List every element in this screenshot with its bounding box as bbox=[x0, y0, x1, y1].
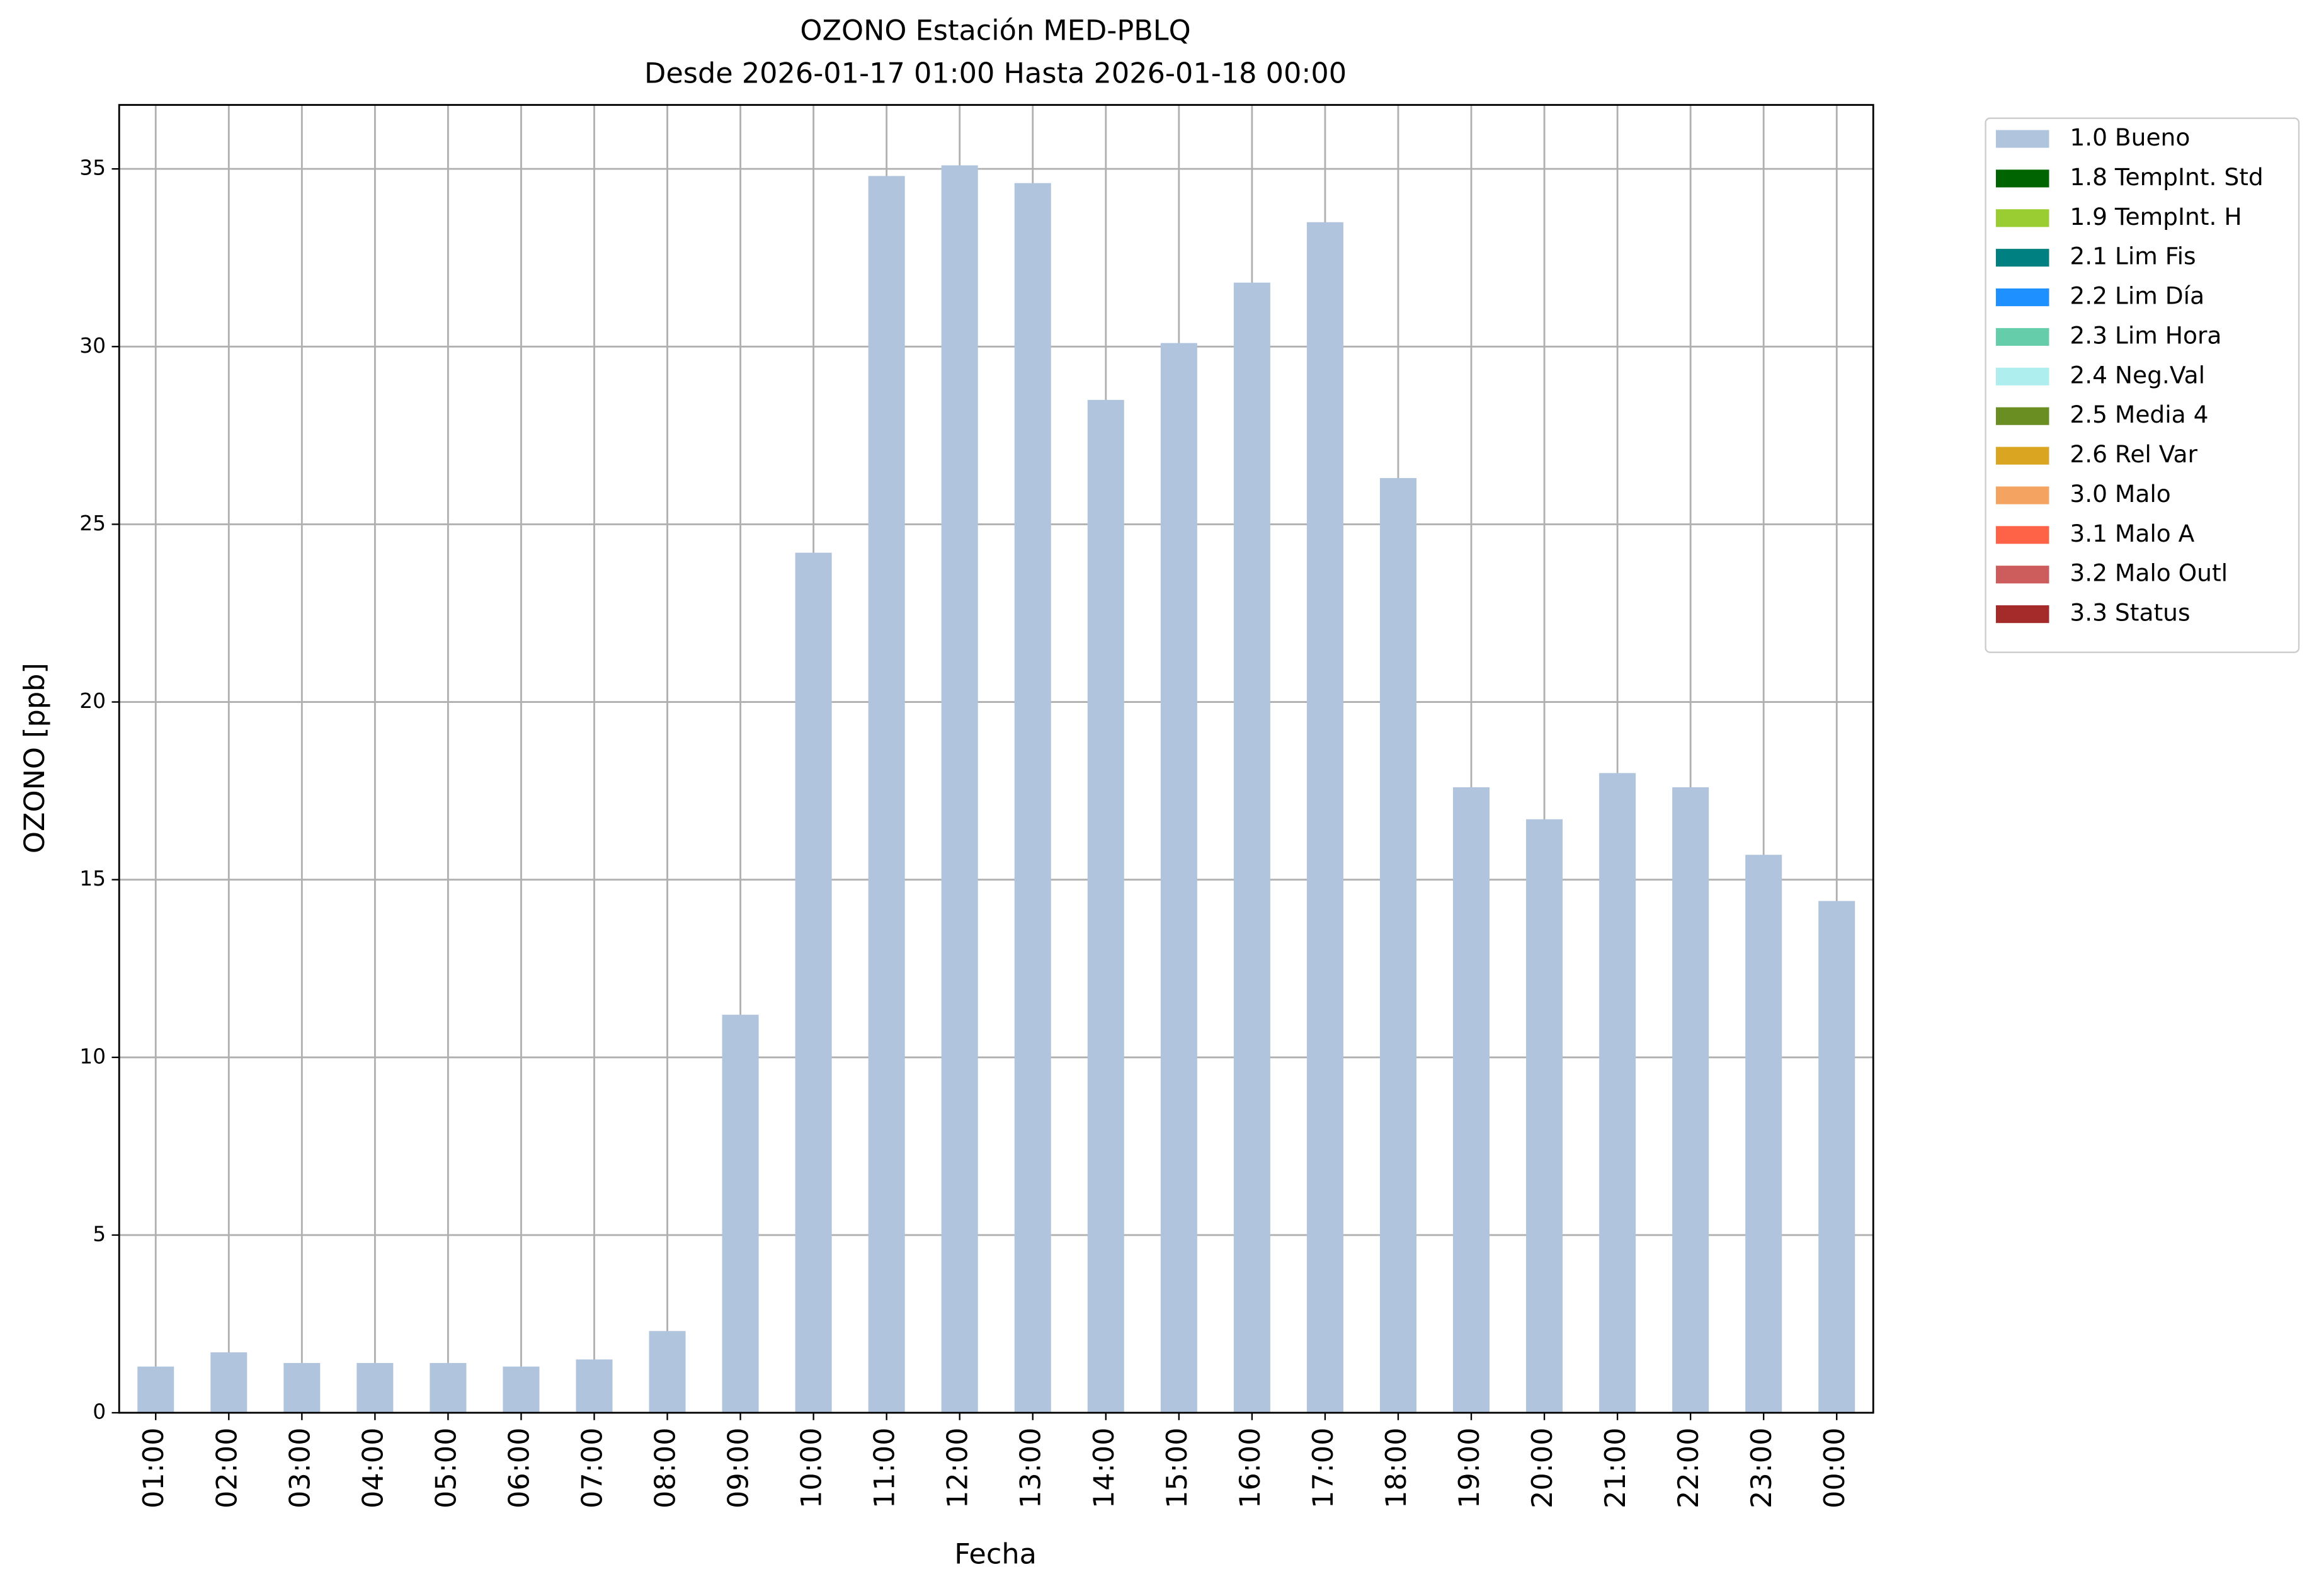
legend: 1.0 Bueno 1.8 TempInt. Std 1.9 TempInt. H 2… bbox=[1985, 117, 2300, 653]
legend-swatch bbox=[1996, 566, 2049, 584]
bars bbox=[137, 165, 1855, 1413]
bar bbox=[430, 1363, 467, 1413]
y-tick-label: 10 bbox=[79, 1044, 106, 1068]
bar bbox=[1233, 282, 1270, 1413]
y-tick-label: 5 bbox=[93, 1222, 106, 1246]
bar bbox=[576, 1359, 613, 1413]
legend-label: 1.0 Bueno bbox=[2070, 123, 2190, 151]
bar bbox=[795, 552, 832, 1413]
y-tick-label: 0 bbox=[93, 1400, 106, 1424]
legend-swatch bbox=[1996, 328, 2049, 346]
bar bbox=[210, 1352, 248, 1413]
x-tick-label: 03:00 bbox=[283, 1428, 316, 1508]
chart-subtitle: Desde 2026-01-17 01:00 Hasta 2026-01-18 … bbox=[644, 57, 1347, 90]
legend-swatch bbox=[1996, 526, 2049, 544]
x-tick-label: 21:00 bbox=[1599, 1428, 1632, 1508]
legend-label: 3.1 Malo A bbox=[2070, 520, 2194, 547]
x-tick-label: 02:00 bbox=[210, 1428, 243, 1508]
bar bbox=[137, 1366, 174, 1413]
legend-label: 1.9 TempInt. H bbox=[2070, 203, 2242, 231]
legend-swatch bbox=[1996, 407, 2049, 425]
bar bbox=[1599, 773, 1636, 1413]
x-tick-label: 22:00 bbox=[1672, 1428, 1705, 1508]
x-tick-label: 19:00 bbox=[1453, 1428, 1486, 1508]
x-tick-label: 08:00 bbox=[649, 1428, 682, 1508]
legend-swatch bbox=[1996, 209, 2049, 227]
x-tick-label: 23:00 bbox=[1745, 1428, 1778, 1508]
x-tick-label: 15:00 bbox=[1161, 1428, 1194, 1508]
bar bbox=[1306, 222, 1343, 1413]
bar bbox=[356, 1363, 394, 1413]
x-tick-label: 05:00 bbox=[430, 1428, 462, 1508]
legend-label: 3.0 Malo bbox=[2070, 480, 2170, 508]
x-tick-label: 06:00 bbox=[503, 1428, 535, 1508]
plot-frame bbox=[118, 104, 1874, 1414]
legend-swatch bbox=[1996, 486, 2049, 504]
legend-swatch bbox=[1996, 447, 2049, 465]
bar bbox=[941, 165, 978, 1413]
legend-label: 2.2 Lim Día bbox=[2070, 282, 2204, 310]
bar bbox=[1379, 478, 1416, 1413]
bar bbox=[868, 176, 905, 1413]
legend-swatch bbox=[1996, 367, 2049, 385]
y-tick-label: 20 bbox=[79, 689, 106, 713]
x-tick-label: 11:00 bbox=[869, 1428, 901, 1508]
x-tick-label: 10:00 bbox=[795, 1428, 828, 1508]
legend-swatch bbox=[1996, 288, 2049, 307]
x-tick-label: 18:00 bbox=[1380, 1428, 1413, 1508]
y-tick-label: 15 bbox=[79, 867, 106, 891]
x-tick-label: 04:00 bbox=[356, 1428, 389, 1508]
x-tick-label: 14:00 bbox=[1088, 1428, 1120, 1508]
bar bbox=[1160, 343, 1197, 1413]
legend-label: 2.1 Lim Fis bbox=[2070, 242, 2196, 270]
y-tick-label: 35 bbox=[79, 156, 106, 180]
x-tick-label: 01:00 bbox=[137, 1428, 170, 1508]
bar bbox=[722, 1015, 759, 1413]
x-tick-label: 20:00 bbox=[1526, 1428, 1559, 1508]
legend-label: 2.3 Lim Hora bbox=[2070, 321, 2221, 349]
x-tick-label: 17:00 bbox=[1307, 1428, 1340, 1508]
legend-label: 2.6 Rel Var bbox=[2070, 440, 2197, 468]
legend-label: 3.2 Malo Outl bbox=[2070, 559, 2228, 587]
bar bbox=[1453, 787, 1490, 1413]
legend-label: 3.3 Status bbox=[2070, 599, 2190, 627]
y-axis-label: OZONO [ppb] bbox=[18, 663, 51, 853]
bar bbox=[1672, 787, 1709, 1413]
x-axis-label: Fecha bbox=[954, 1538, 1037, 1571]
x-tick-label: 13:00 bbox=[1015, 1428, 1047, 1508]
chart-title: OZONO Estación MED-PBLQ bbox=[800, 14, 1190, 47]
legend-label: 2.5 Media 4 bbox=[2070, 401, 2208, 428]
y-tick-label: 30 bbox=[79, 334, 106, 358]
bar bbox=[1745, 855, 1782, 1413]
x-tick-label: 07:00 bbox=[576, 1428, 608, 1508]
legend-label: 2.4 Neg.Val bbox=[2070, 361, 2205, 389]
bar bbox=[1526, 819, 1563, 1413]
bar bbox=[1087, 399, 1124, 1413]
bar bbox=[283, 1363, 321, 1413]
bar bbox=[1818, 901, 1855, 1413]
y-tick-label: 25 bbox=[79, 511, 106, 535]
legend-label: 1.8 TempInt. Std bbox=[2070, 163, 2263, 191]
bar bbox=[649, 1331, 686, 1413]
legend-swatch bbox=[1996, 169, 2049, 188]
x-tick-label: 16:00 bbox=[1234, 1428, 1267, 1508]
legend-frame bbox=[1985, 117, 2300, 653]
legend-swatch bbox=[1996, 130, 2049, 148]
bar bbox=[503, 1366, 540, 1413]
x-tick-label: 00:00 bbox=[1818, 1428, 1851, 1508]
legend-swatch bbox=[1996, 249, 2049, 267]
x-tick-label: 09:00 bbox=[722, 1428, 755, 1508]
legend-swatch bbox=[1996, 605, 2049, 624]
bar bbox=[1014, 183, 1051, 1413]
x-tick-label: 12:00 bbox=[942, 1428, 974, 1508]
